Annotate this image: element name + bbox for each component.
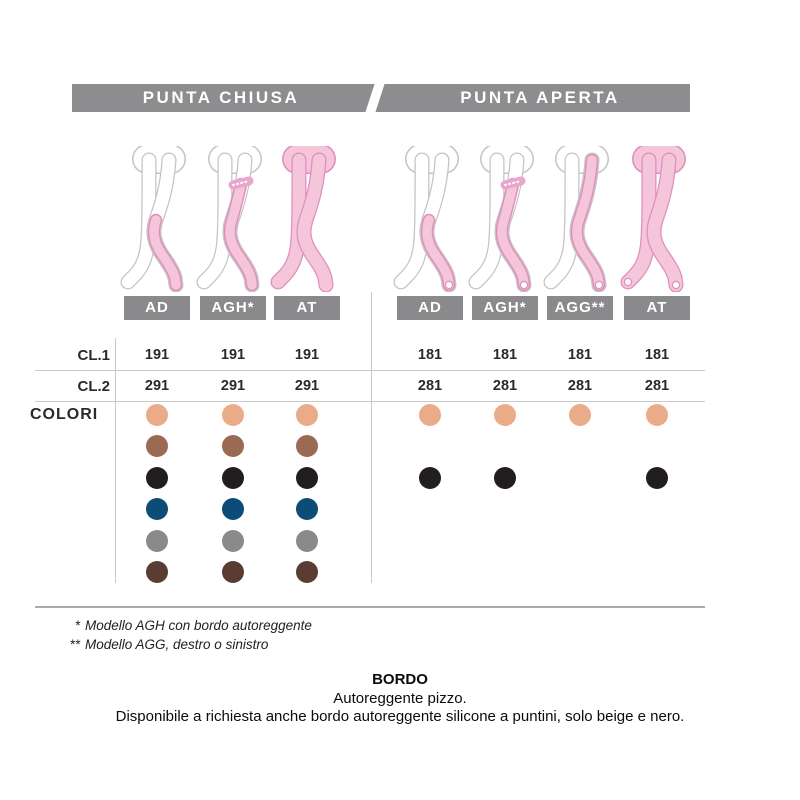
leg-illustration-ad-closed — [115, 146, 199, 292]
divider-cl1-cl2 — [35, 370, 705, 371]
model-label-ad: AD — [397, 296, 463, 320]
color-dot-dark-brown — [146, 561, 168, 583]
row-label-cl2: CL.2 — [77, 378, 110, 395]
bordo-line1: Autoreggente pizzo. — [333, 690, 467, 707]
divider-rowlabels — [115, 338, 116, 583]
banner-punta-aperta: PUNTA APERTA — [460, 88, 620, 107]
color-dot-dark-brown — [222, 561, 244, 583]
cl2-value: 291 — [294, 378, 320, 394]
leg-illustration-at-closed — [265, 146, 349, 292]
divider-sections — [371, 292, 372, 583]
cl2-value: 291 — [220, 378, 246, 394]
color-dot-beige — [419, 404, 441, 426]
cl2-value: 291 — [144, 378, 170, 394]
color-dot-black — [296, 467, 318, 489]
model-label-agh: AGH* — [472, 296, 538, 320]
color-dot-beige — [494, 404, 516, 426]
cl1-value: 181 — [492, 347, 518, 363]
color-dot-black — [146, 467, 168, 489]
color-dot-brown — [146, 435, 168, 457]
cl2-value: 281 — [492, 378, 518, 394]
color-dot-gray — [296, 530, 318, 552]
color-dot-black — [646, 467, 668, 489]
bordo-title: BORDO — [372, 671, 428, 688]
footnote-text: Modello AGH con bordo autoreggente — [85, 618, 312, 633]
color-dot-blue — [296, 498, 318, 520]
divider-cl2-colori — [35, 401, 705, 402]
footnote-agg: ** Modello AGG, destro o sinistro — [58, 637, 268, 652]
leg-illustration-at-open — [615, 146, 699, 292]
color-dot-blue — [222, 498, 244, 520]
color-dot-beige — [296, 404, 318, 426]
cl2-value: 281 — [567, 378, 593, 394]
color-dot-beige — [569, 404, 591, 426]
model-label-at: AT — [274, 296, 340, 320]
color-dot-gray — [222, 530, 244, 552]
footnote-text: Modello AGG, destro o sinistro — [85, 637, 269, 652]
cl1-value: 191 — [220, 347, 246, 363]
color-dot-gray — [146, 530, 168, 552]
cl1-value: 191 — [294, 347, 320, 363]
footnote-agh: * Modello AGH con bordo autoreggente — [58, 618, 312, 633]
color-dot-blue — [146, 498, 168, 520]
leg-illustration-agg-open — [538, 146, 622, 292]
cl1-value: 181 — [417, 347, 443, 363]
color-dot-beige — [222, 404, 244, 426]
leg-illustration-agh-closed — [191, 146, 275, 292]
model-label-agh: AGH* — [200, 296, 266, 320]
model-label-at: AT — [624, 296, 690, 320]
color-dot-dark-brown — [296, 561, 318, 583]
footnote-marker: ** — [69, 637, 80, 652]
leg-illustration-agh-open — [463, 146, 547, 292]
color-dot-beige — [646, 404, 668, 426]
table-bottom-rule — [35, 606, 705, 608]
model-label-ad: AD — [124, 296, 190, 320]
banner-punta-chiusa: PUNTA CHIUSA — [142, 88, 300, 107]
leg-illustration-ad-open — [388, 146, 472, 292]
cl2-value: 281 — [644, 378, 670, 394]
row-label-colori: COLORI — [30, 406, 99, 423]
color-dot-black — [419, 467, 441, 489]
color-dot-black — [494, 467, 516, 489]
color-dot-beige — [146, 404, 168, 426]
color-dot-black — [222, 467, 244, 489]
cl1-value: 181 — [567, 347, 593, 363]
cl1-value: 191 — [144, 347, 170, 363]
row-label-cl1: CL.1 — [77, 347, 110, 364]
color-dot-brown — [296, 435, 318, 457]
footnote-marker: * — [74, 618, 80, 633]
model-label-agg: AGG** — [547, 296, 613, 320]
bordo-line2: Disponibile a richiesta anche bordo auto… — [115, 708, 685, 725]
cl2-value: 281 — [417, 378, 443, 394]
cl1-value: 181 — [644, 347, 670, 363]
color-dot-brown — [222, 435, 244, 457]
